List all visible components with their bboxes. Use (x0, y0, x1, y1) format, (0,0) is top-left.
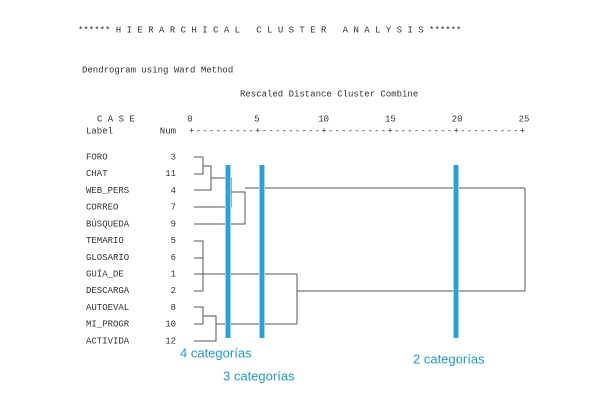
case-num: 6 (171, 253, 176, 263)
axis-tick-label: 5 (254, 114, 259, 124)
link (194, 315, 217, 342)
case-label: ACTIVIDA (86, 336, 130, 346)
subtitle: Dendrogram using Ward Method (82, 65, 233, 75)
case-label: AUTOEVAL (86, 303, 129, 313)
num-header: Num (160, 126, 176, 136)
axis-tick-label: 20 (452, 114, 463, 124)
case-num: 9 (171, 219, 176, 229)
link (194, 240, 204, 292)
case-num: 12 (165, 336, 176, 346)
case-label: GUÍA_DE (86, 268, 124, 279)
case-label: GLOSARIO (86, 253, 129, 263)
case-num: 3 (171, 152, 176, 162)
axis-tick-label: 15 (385, 114, 396, 124)
case-num: 8 (171, 303, 176, 313)
annotation: 3 categorías (223, 368, 295, 383)
case-num: 2 (171, 286, 176, 296)
case-num: 10 (165, 320, 176, 330)
case-header: C A S E (97, 114, 135, 124)
case-label: CHAT (86, 169, 108, 179)
link (194, 156, 204, 175)
case-label: MI_PROGR (86, 320, 130, 330)
axis-title: Rescaled Distance Cluster Combine (240, 89, 418, 99)
case-label: BÚSQUEDA (86, 218, 130, 229)
annotation: 2 categorías (413, 351, 485, 366)
case-label: CORREO (86, 203, 118, 213)
title: ****** H I E R A R C H I C A L C L U S T… (78, 25, 461, 35)
link (194, 306, 204, 325)
case-num: 4 (171, 186, 176, 196)
link (194, 191, 246, 225)
axis-tick-label: 10 (318, 114, 329, 124)
axis-rule: +---------+---------+---------+---------… (189, 126, 525, 136)
dendrogram (194, 156, 526, 342)
annotation: 4 categorías (180, 345, 252, 360)
case-num: 11 (165, 169, 176, 179)
label-header: Label (86, 126, 113, 136)
axis-tick-label: 25 (519, 114, 530, 124)
case-label: TEMARIO (86, 236, 124, 246)
case-num: 7 (171, 203, 176, 213)
axis-tick-label: 0 (187, 114, 192, 124)
case-num: 5 (171, 236, 176, 246)
case-label: WEB_PERS (86, 186, 129, 196)
case-label: DESCARGA (86, 286, 130, 296)
cut-lines (225, 165, 459, 338)
case-label: FORO (86, 152, 108, 162)
case-num: 1 (171, 269, 176, 279)
